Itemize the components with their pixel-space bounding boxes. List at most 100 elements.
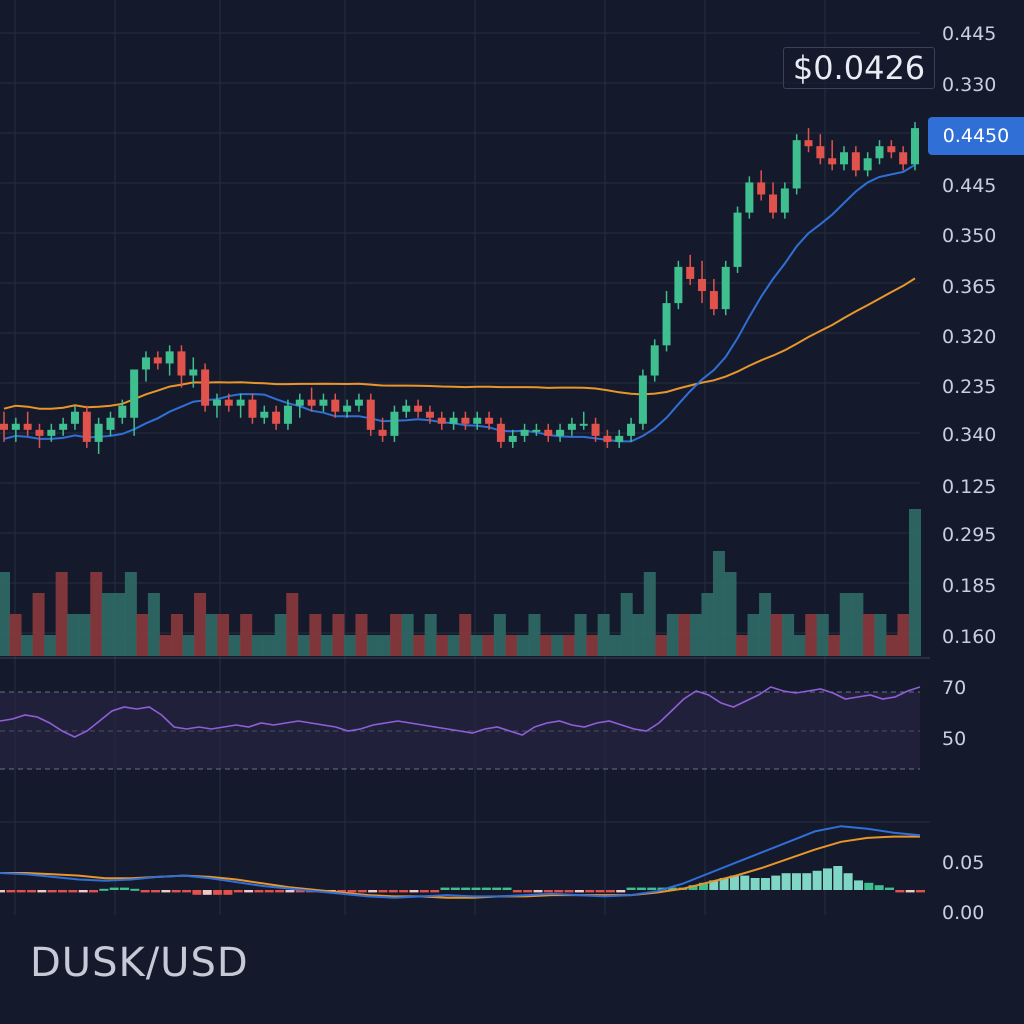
macd-histogram-bar <box>791 873 801 890</box>
macd-histogram-bar <box>285 890 295 893</box>
volume-bar <box>770 614 783 656</box>
volume-bar <box>332 614 345 656</box>
price-axis-label: 0.185 <box>942 575 996 597</box>
macd-histogram-bar <box>378 890 388 893</box>
macd-histogram-bar <box>78 890 88 893</box>
macd-histogram-bar <box>626 887 636 890</box>
volume-bar <box>459 614 472 656</box>
macd-histogram-bar <box>368 890 378 893</box>
candle-body <box>674 266 683 304</box>
macd-histogram-bar <box>833 866 843 890</box>
candle-body <box>485 417 494 424</box>
macd-histogram-bar <box>523 890 533 893</box>
candle-body <box>130 369 139 418</box>
volume-bar <box>205 614 218 656</box>
volume-bar <box>632 614 645 656</box>
rsi-axis-label: 50 <box>942 728 966 750</box>
macd-histogram-bar <box>213 890 223 895</box>
macd-histogram-bar <box>264 890 274 893</box>
candle-body <box>603 435 612 442</box>
moving-average-slow-line <box>3 277 916 410</box>
candle-body <box>106 417 115 430</box>
volume-bar <box>816 614 829 656</box>
candle-body <box>201 369 210 406</box>
candle-body <box>47 429 56 436</box>
candle-body <box>520 429 529 436</box>
macd-histogram-bar <box>905 890 915 893</box>
candle-body <box>899 152 908 165</box>
volume-bar <box>782 614 795 656</box>
candle-body <box>331 399 340 412</box>
volume-bar <box>170 614 183 656</box>
macd-histogram-bar <box>771 875 781 890</box>
macd-histogram-bar <box>564 890 574 893</box>
macd-histogram-bar <box>27 890 37 893</box>
candle-body <box>425 411 434 418</box>
volume-bar <box>390 614 403 656</box>
volume-bar <box>528 614 541 656</box>
volume-bar <box>609 635 622 656</box>
candle-body <box>82 411 91 442</box>
volume-bar <box>367 635 380 656</box>
rsi-line <box>0 686 921 738</box>
candle-body <box>236 399 245 406</box>
volume-bar <box>67 614 80 656</box>
candle-body <box>828 158 837 165</box>
candle-body <box>354 399 363 406</box>
macd-histogram-bar <box>151 890 161 893</box>
candle-body <box>473 417 482 424</box>
price-axis-label: 0.235 <box>942 376 996 398</box>
macd-histogram-bar <box>0 890 5 893</box>
candle-body <box>177 351 186 376</box>
candle-body <box>745 182 754 213</box>
candle-body <box>733 212 742 267</box>
volume-bar <box>597 614 610 656</box>
volume-bar <box>286 593 299 656</box>
candle-body <box>390 411 399 436</box>
volume-bar <box>182 635 195 656</box>
volume-bar <box>217 614 230 656</box>
macd-histogram-bar <box>68 890 78 893</box>
volume-bar <box>747 614 760 656</box>
candle-body <box>283 405 292 424</box>
candle-body <box>59 423 68 430</box>
volume-bar <box>620 593 633 656</box>
candle-body <box>638 375 647 424</box>
macd-histogram-bar <box>729 875 739 890</box>
macd-histogram-bar <box>161 890 171 893</box>
macd-histogram-bar <box>895 890 905 893</box>
candle-body <box>650 345 659 376</box>
macd-histogram-bar <box>182 890 192 893</box>
macd-histogram-bar <box>254 890 264 893</box>
macd-histogram-bar <box>492 887 502 890</box>
volume-bar <box>701 593 714 656</box>
volume-bar <box>643 572 656 656</box>
volume-bar <box>885 635 898 656</box>
candle-body <box>544 429 553 436</box>
volume-bar <box>666 614 679 656</box>
macd-histogram-bar <box>419 890 429 893</box>
price-axis-label: 0.320 <box>942 326 996 348</box>
macd-histogram-bar <box>37 890 47 893</box>
volume-bar <box>897 614 910 656</box>
macd-histogram-bar <box>471 887 481 890</box>
candle-body <box>414 405 423 412</box>
macd-histogram-bar <box>6 890 16 893</box>
candle-body <box>721 266 730 310</box>
candle-body <box>260 411 269 418</box>
price-axis-label: 0.160 <box>942 626 996 648</box>
candle-body <box>780 188 789 213</box>
candle-body <box>686 266 695 279</box>
candle-body <box>153 357 162 364</box>
volume-bar <box>436 635 449 656</box>
volume-bar <box>101 593 114 656</box>
macd-axis-label: 0.05 <box>942 852 984 874</box>
candle-body <box>272 411 281 424</box>
rsi-axis-label: 70 <box>942 677 966 699</box>
macd-histogram-bar <box>130 888 140 891</box>
volume-bar <box>586 635 599 656</box>
macd-histogram-bar <box>337 890 347 893</box>
macd-histogram-bar <box>47 890 57 893</box>
macd-histogram-bar <box>616 890 626 893</box>
